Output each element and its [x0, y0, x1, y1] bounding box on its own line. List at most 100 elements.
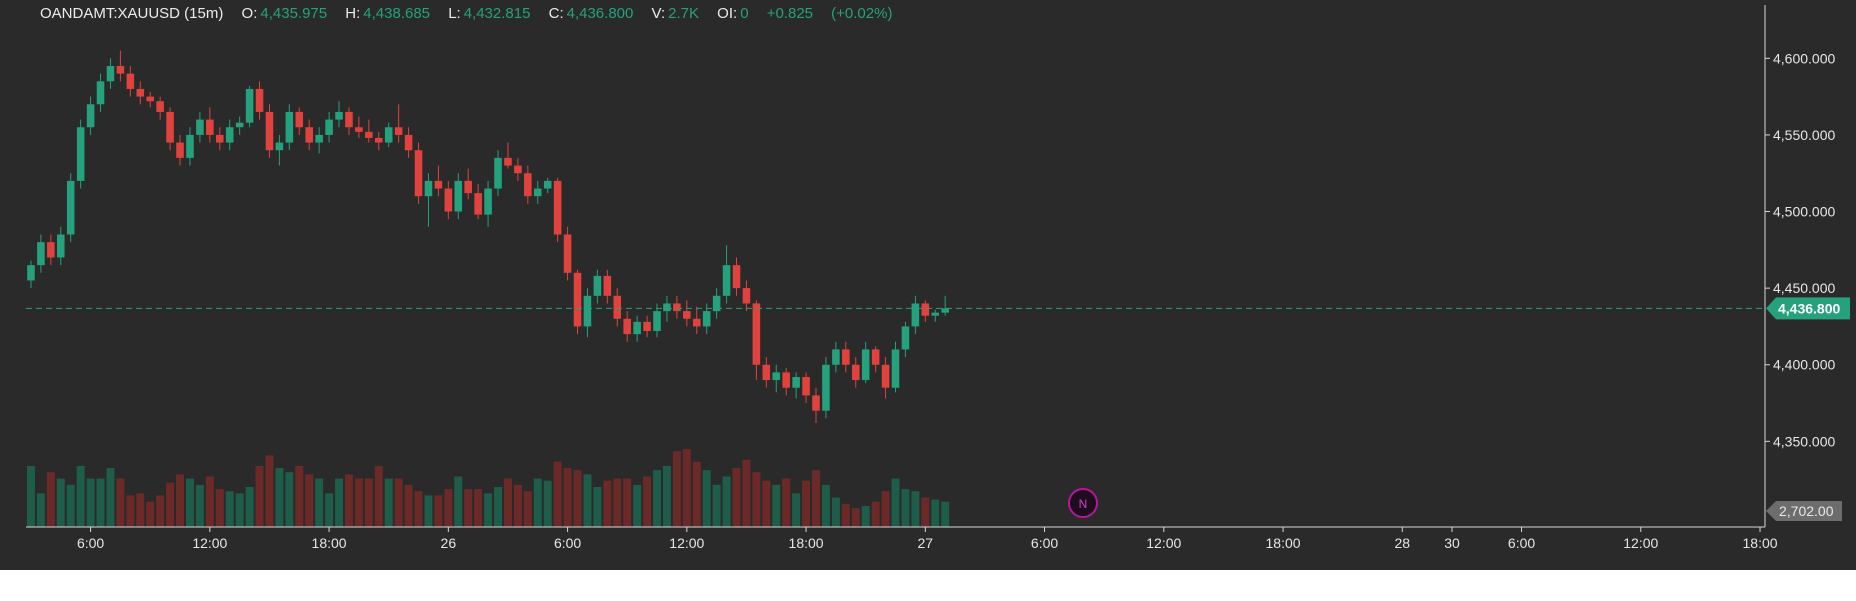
price-tick-label: 4,600.000: [1773, 50, 1835, 66]
volume-bar: [911, 491, 920, 527]
candle: [126, 65, 135, 97]
candle: [444, 180, 453, 220]
open-key: O:: [241, 5, 258, 22]
candle: [265, 104, 274, 158]
news-marker[interactable]: N: [1068, 488, 1098, 518]
volume-bar: [623, 478, 632, 527]
candle: [225, 119, 234, 151]
volume-bar: [126, 495, 135, 527]
volume-bar: [484, 493, 493, 527]
volume-bar: [354, 478, 363, 527]
candle: [454, 173, 463, 220]
volume-bar: [195, 484, 204, 527]
time-axis[interactable]: 6:00 12:00 18:00 26 6:00 12:00 18:00 27 6:00 12:0…: [77, 527, 1778, 551]
candle: [514, 157, 522, 181]
volume-bar: [374, 465, 383, 527]
candle: [583, 288, 592, 338]
volume-bars: [26, 449, 950, 527]
candle: [116, 50, 125, 82]
volume-bar: [464, 489, 473, 527]
candle: [871, 346, 880, 373]
candle: [146, 92, 154, 108]
volume-bar: [146, 501, 155, 527]
candle: [315, 127, 323, 154]
volume-bar: [46, 472, 55, 527]
volume-bar: [434, 495, 443, 527]
candle: [722, 245, 731, 304]
volume-bar: [215, 489, 224, 527]
candle: [643, 315, 651, 338]
candle: [285, 104, 294, 151]
candle: [474, 183, 482, 220]
time-tick-label: 12:00: [1623, 535, 1658, 551]
symbol-label[interactable]: OANDAMT:XAUUSD (15m): [40, 5, 224, 22]
candle: [186, 127, 194, 166]
candle: [345, 107, 353, 135]
volume-bar: [881, 491, 890, 527]
candle: [712, 288, 721, 319]
volume-bar: [643, 476, 652, 527]
time-tick-label: 18:00: [1266, 535, 1301, 551]
candle: [295, 107, 304, 135]
candle: [235, 116, 244, 135]
candle: [573, 269, 582, 335]
volume-bar: [325, 493, 334, 527]
candle: [156, 96, 164, 120]
volume-bar: [245, 487, 254, 527]
candle: [484, 180, 492, 227]
volume-bar: [861, 505, 870, 527]
volume-bar: [722, 476, 731, 527]
price-tick-label: 4,550.000: [1773, 127, 1835, 143]
volume-bar: [116, 478, 125, 527]
volume-bar: [344, 474, 353, 527]
candle: [553, 177, 562, 243]
price-chart[interactable]: 4,600.000 4,550.000 4,500.000 4,450.000 4,40…: [0, 0, 1856, 570]
candle: [593, 269, 602, 304]
volume-value-label: 2,702.00: [1779, 503, 1834, 519]
volume-bar: [662, 465, 671, 527]
candle: [215, 127, 224, 151]
candlesticks: [27, 50, 949, 423]
candle: [176, 134, 184, 166]
candle: [772, 364, 781, 393]
volume-bar: [503, 478, 512, 527]
volume-bar: [533, 478, 542, 527]
time-tick-label: 18:00: [789, 535, 824, 551]
close-key: C:: [548, 5, 564, 22]
time-tick-label: 18:00: [1743, 535, 1778, 551]
candle: [394, 104, 403, 143]
candle: [196, 111, 204, 143]
candle: [673, 295, 681, 319]
volume-bar: [851, 508, 860, 527]
volume-bar: [802, 480, 811, 527]
volume-bar: [603, 480, 612, 527]
high-value: 4,438.685: [363, 5, 431, 22]
volume-bar: [732, 468, 741, 527]
volume-bar: [692, 461, 701, 527]
candle: [66, 173, 75, 243]
candle: [245, 85, 254, 128]
candle: [842, 341, 850, 373]
time-tick-label: 12:00: [192, 535, 227, 551]
candle: [613, 288, 622, 327]
last-price-tag: 4,436.800: [1766, 297, 1850, 320]
high-key: H:: [345, 5, 361, 22]
volume-bar: [494, 487, 502, 527]
candle: [365, 119, 373, 143]
time-tick-label: 12:00: [669, 535, 704, 551]
volume-bar: [364, 478, 373, 527]
time-tick-label: 6:00: [77, 535, 104, 551]
candle: [255, 81, 264, 120]
price-axis[interactable]: 4,600.000 4,550.000 4,500.000 4,450.000 4,40…: [1765, 50, 1835, 449]
candle: [76, 119, 85, 189]
candle: [136, 81, 145, 105]
candle: [782, 367, 790, 396]
candle: [27, 260, 35, 289]
candle: [47, 234, 55, 266]
time-tick-label: 26: [441, 535, 457, 551]
chart-panel[interactable]: 4,600.000 4,550.000 4,500.000 4,450.000 4,40…: [0, 0, 1856, 570]
time-tick-label: 6:00: [554, 535, 581, 551]
time-tick-label: 18:00: [312, 535, 347, 551]
volume-value: 2.7K: [668, 5, 699, 22]
candle: [762, 357, 771, 388]
